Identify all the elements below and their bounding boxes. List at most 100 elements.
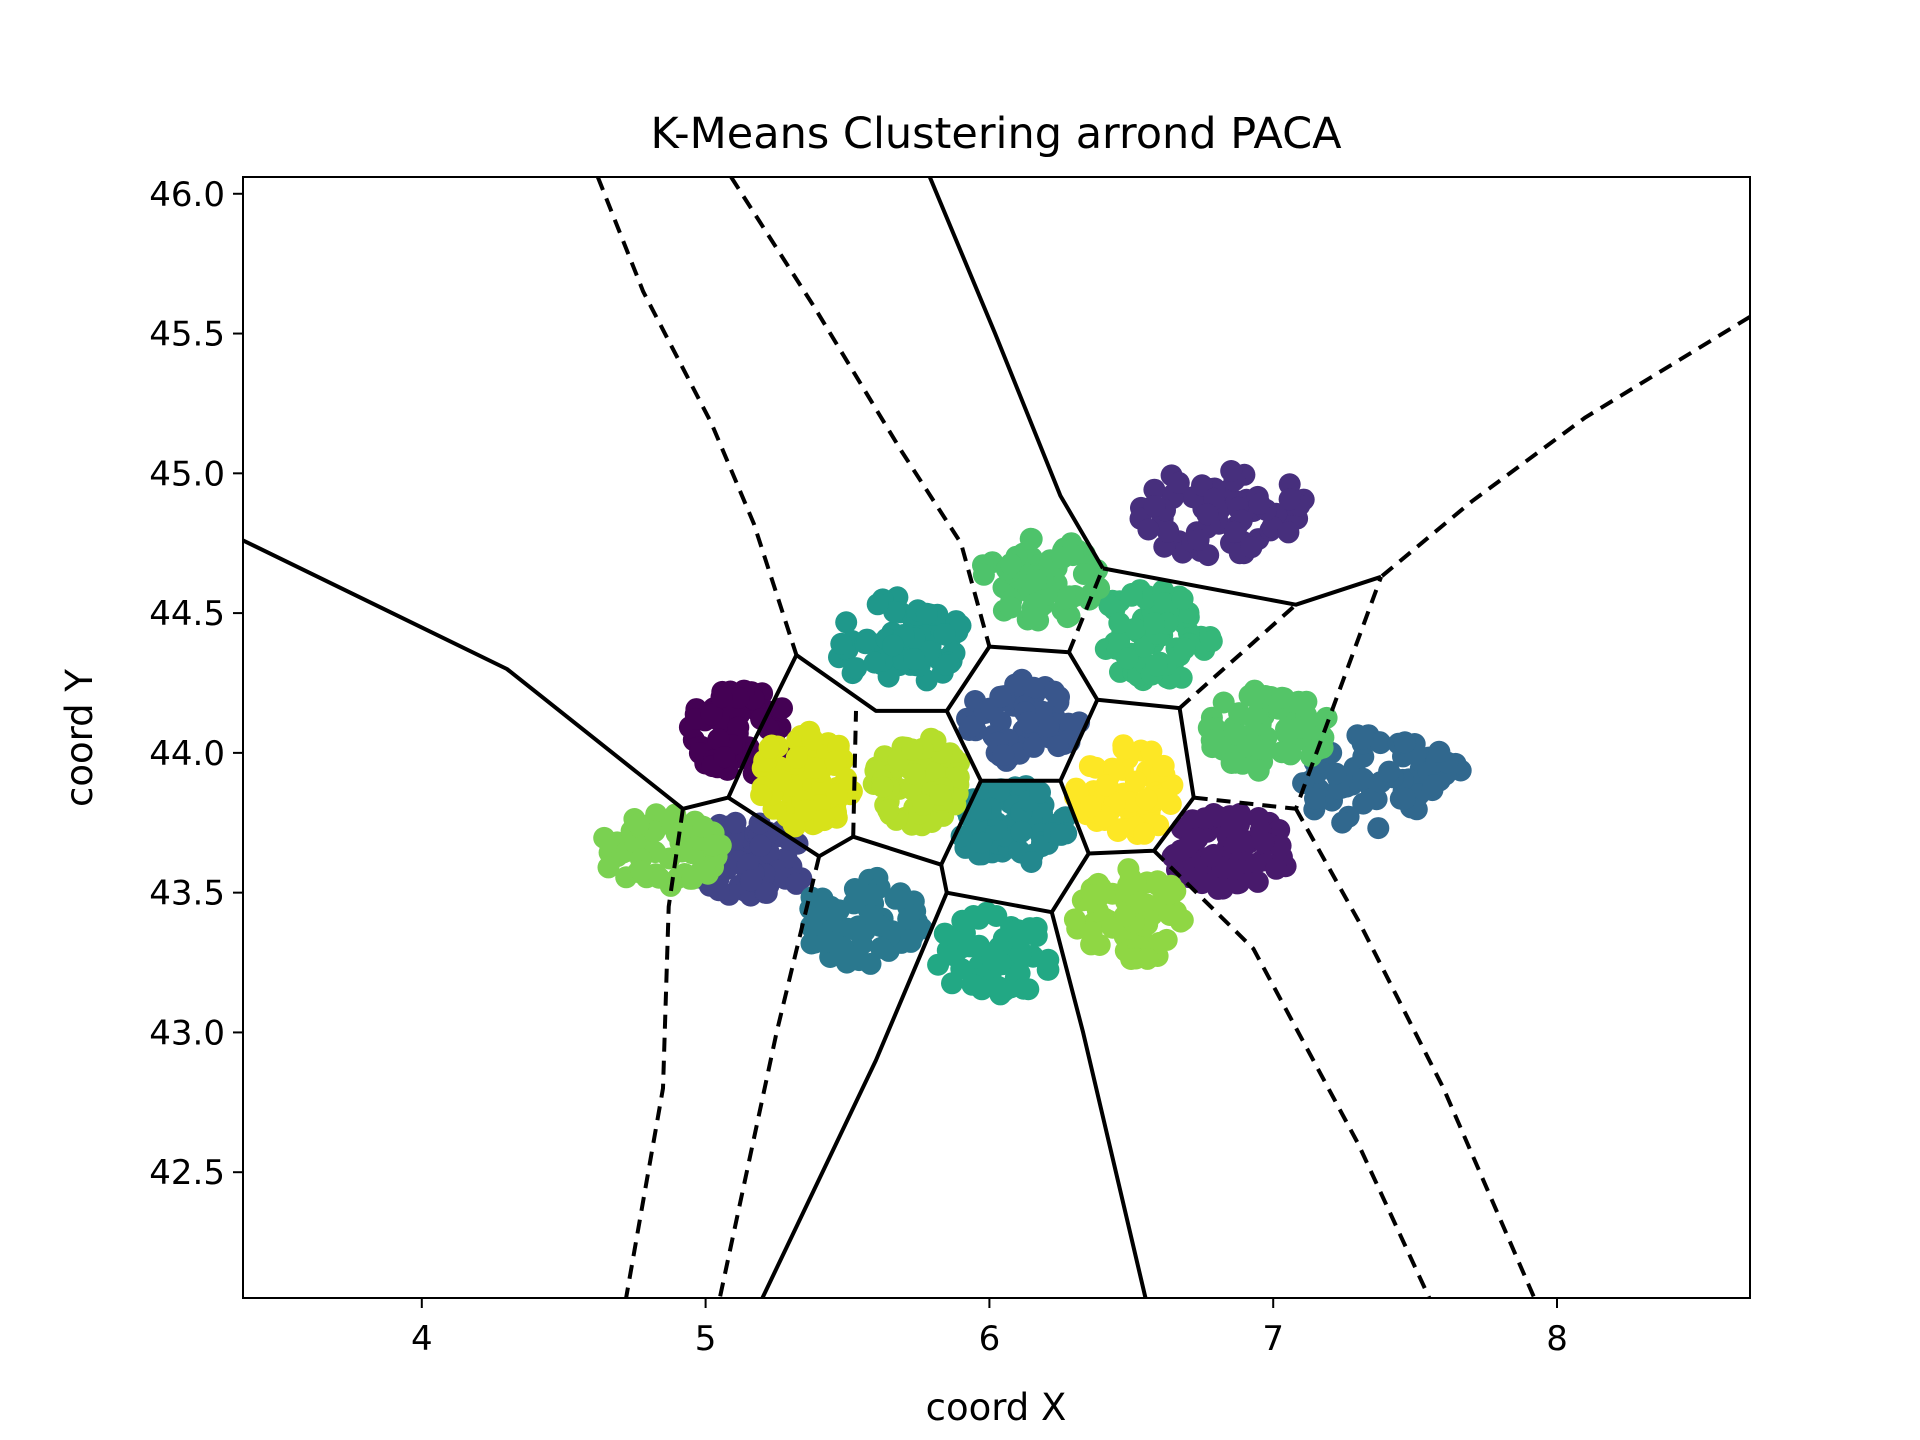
cluster-point xyxy=(1240,536,1263,559)
cluster-point xyxy=(897,907,920,930)
cluster-point xyxy=(1063,908,1086,931)
cluster-point xyxy=(1278,488,1301,511)
cluster-point xyxy=(1393,787,1416,810)
cluster-point xyxy=(1153,592,1176,615)
cluster-point xyxy=(1148,931,1171,954)
cluster-point xyxy=(713,746,736,769)
cluster-point xyxy=(824,750,847,773)
cluster-2 xyxy=(1129,460,1315,567)
cluster-point xyxy=(929,783,952,806)
cluster-point xyxy=(870,936,892,959)
cluster-point xyxy=(1143,495,1166,518)
cluster-point xyxy=(1331,811,1354,834)
x-tick-label: 6 xyxy=(979,1319,1001,1359)
boundary-line xyxy=(851,710,858,837)
cluster-point xyxy=(863,651,886,674)
cluster-point xyxy=(871,775,894,798)
cluster-point xyxy=(1058,604,1081,627)
x-tick-label: 4 xyxy=(411,1319,433,1359)
cluster-11 xyxy=(972,527,1111,632)
cluster-point xyxy=(1029,781,1051,804)
cluster-point xyxy=(1171,587,1194,610)
x-tick-label: 7 xyxy=(1262,1319,1284,1359)
cluster-point xyxy=(740,869,763,892)
cluster-point xyxy=(1047,735,1070,758)
cluster-point xyxy=(1080,921,1103,944)
cluster-point xyxy=(1201,736,1224,759)
cluster-point xyxy=(749,834,772,857)
cluster-point xyxy=(981,948,1004,971)
cluster-point xyxy=(1255,738,1278,761)
cluster-point xyxy=(1010,820,1033,843)
cluster-7 xyxy=(950,775,1078,873)
cluster-point xyxy=(1218,805,1241,828)
cluster-point xyxy=(823,931,845,954)
cluster-point xyxy=(915,602,938,625)
cluster-point xyxy=(912,793,935,816)
cluster-point xyxy=(1252,831,1275,854)
cluster-point xyxy=(899,930,922,953)
cluster-point xyxy=(801,728,824,751)
cluster-15 xyxy=(862,727,970,837)
cluster-point xyxy=(800,915,822,938)
boundary-line xyxy=(1067,567,1105,653)
cluster-point xyxy=(933,623,956,646)
cluster-point xyxy=(785,872,808,895)
cluster-8 xyxy=(828,586,972,692)
cluster-point xyxy=(750,784,773,807)
cluster-point xyxy=(999,553,1022,575)
cluster-point xyxy=(1022,606,1045,629)
boundary-line xyxy=(795,645,992,713)
cluster-point xyxy=(1143,612,1166,635)
cluster-point xyxy=(882,634,905,657)
cluster-point xyxy=(1124,770,1147,793)
cluster-point xyxy=(624,831,646,854)
cluster-point xyxy=(1050,823,1073,846)
cluster-point xyxy=(1247,807,1270,829)
cluster-point xyxy=(1428,741,1451,763)
cluster-point xyxy=(1212,691,1235,714)
boundary-line xyxy=(1152,849,1432,1298)
plot-frame xyxy=(242,176,1751,1299)
cluster-point xyxy=(804,757,827,780)
cluster-point xyxy=(1292,772,1315,795)
cluster-point xyxy=(597,856,620,879)
cluster-point xyxy=(724,811,747,834)
cluster-point xyxy=(1078,755,1101,778)
cluster-point xyxy=(1081,884,1104,907)
boundary-line xyxy=(595,177,799,656)
cluster-point xyxy=(1222,858,1245,881)
x-axis-label: coord X xyxy=(926,1386,1067,1429)
cluster-point xyxy=(1098,594,1121,617)
cluster-point xyxy=(1022,676,1045,699)
cluster-point xyxy=(1143,478,1166,501)
cluster-point xyxy=(1196,503,1219,526)
cluster-point xyxy=(1367,817,1390,840)
cluster-point xyxy=(1352,792,1375,815)
cluster-point xyxy=(1187,529,1210,551)
cluster-point xyxy=(755,881,778,904)
cluster-point xyxy=(856,628,878,651)
cluster-point xyxy=(1116,647,1139,670)
cluster-17 xyxy=(1063,734,1184,845)
cluster-point xyxy=(1194,807,1216,830)
cluster-point xyxy=(903,648,926,671)
cluster-point xyxy=(969,799,992,822)
cluster-point xyxy=(959,715,982,738)
cluster-point xyxy=(1265,857,1288,880)
cluster-point xyxy=(1200,630,1223,653)
cluster-point xyxy=(1145,654,1168,677)
boundary-line xyxy=(727,795,942,867)
cluster-point xyxy=(935,654,958,676)
cluster-point xyxy=(1120,948,1143,970)
cluster-point xyxy=(692,815,715,838)
cluster-point xyxy=(1152,754,1175,777)
cluster-point xyxy=(951,909,974,932)
cluster-point xyxy=(1238,684,1261,707)
boundary-line xyxy=(243,538,685,811)
cluster-point xyxy=(993,979,1016,1002)
cluster-point xyxy=(1101,916,1124,939)
cluster-point xyxy=(859,904,882,927)
boundary-line xyxy=(1178,603,1298,710)
cluster-point xyxy=(972,563,995,586)
